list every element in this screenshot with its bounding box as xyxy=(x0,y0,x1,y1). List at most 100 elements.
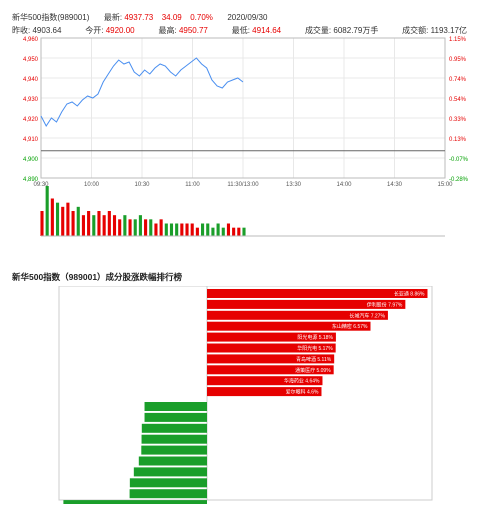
volume-group: 成交量: 6082.79万手 xyxy=(305,25,378,36)
prev-close-group: 昨收: 4903.64 xyxy=(12,25,61,36)
y-tick-label-right: 0.13% xyxy=(449,137,467,143)
ranking-bar-label: 华阳光电 5.17% xyxy=(297,345,333,352)
ranking-bar xyxy=(144,402,207,411)
high-value: 4950.77 xyxy=(178,26,208,35)
ranking-bar xyxy=(207,332,336,342)
ranking-frame xyxy=(58,286,433,501)
ranking-bar-label: 长亚通 8.86% xyxy=(394,291,425,298)
volume-bar xyxy=(76,206,80,236)
ranking-bar-label: 亚光集团 -3.11% xyxy=(210,491,247,498)
change-pct: 0.70% xyxy=(190,13,213,22)
volume-bar xyxy=(216,223,220,236)
high-group: 最高: 4950.77 xyxy=(158,25,207,36)
volume-bar xyxy=(242,227,246,236)
ranking-bar-label: 贵州茅台 -2.51% xyxy=(210,414,248,421)
ranking-bar xyxy=(207,310,388,320)
x-tick-label: 11:00 xyxy=(185,182,200,188)
y-tick-label-right: 0.33% xyxy=(449,117,467,123)
volume-bar xyxy=(221,227,225,236)
ranking-bar-label: 伊利股份 7.97% xyxy=(367,301,403,308)
ranking-bar-label: 宁波银行 -2.62% xyxy=(210,425,248,432)
y-tick-label-left: 4,920 xyxy=(23,117,39,123)
volume-bar xyxy=(144,219,148,236)
y-tick-label-right: 0.54% xyxy=(449,97,467,103)
x-tick-label: 10:00 xyxy=(84,182,100,188)
volume-bar xyxy=(45,186,49,236)
y-tick-label-right: -0.07% xyxy=(449,157,469,163)
ranking-chart: 长亚通 8.86% 伊利股份 7.97% 长城汽车 7.27% 东山精密 6.57% 阳… xyxy=(58,286,433,504)
volume-label: 成交量: xyxy=(304,26,332,35)
ranking-bar-label: 长城汽车 7.27% xyxy=(349,312,385,319)
volume-bar xyxy=(40,211,44,236)
y-tick-label-right: 0.95% xyxy=(449,57,467,63)
volume-bar xyxy=(232,227,236,236)
open-group: 今开: 4920.00 xyxy=(85,25,134,36)
ranking-bar xyxy=(63,500,207,504)
volume-bar xyxy=(206,223,210,236)
header-line-2: 昨收: 4903.64 今开: 4920.00 最高: 4950.77 最低: … xyxy=(12,25,467,36)
ranking-bar xyxy=(141,434,207,444)
y-tick-label-left: 4,930 xyxy=(23,97,39,103)
y-tick-label-right: -0.28% xyxy=(449,177,469,183)
plot-frame xyxy=(40,37,446,179)
volume-bar xyxy=(81,215,85,236)
volume-bar xyxy=(87,211,91,236)
x-tick-label: 11:30/13:00 xyxy=(227,182,259,188)
x-tick-label: 15:00 xyxy=(437,182,453,188)
amount-group: 成交额: 1193.17亿 xyxy=(402,25,467,36)
volume-bar xyxy=(118,219,122,236)
prev-close-value: 4903.64 xyxy=(32,26,62,35)
x-tick-label: 13:30 xyxy=(286,182,302,188)
volume-bar xyxy=(50,198,54,236)
volume-bar xyxy=(55,202,60,236)
y-tick-label-left: 4,890 xyxy=(23,177,39,183)
y-tick-label-left: 4,910 xyxy=(23,137,39,143)
y-tick-label-left: 4,960 xyxy=(23,37,39,43)
ranking-bar xyxy=(138,456,207,466)
y-tick-label-left: 4,900 xyxy=(23,157,39,163)
volume-bar xyxy=(102,215,106,236)
ranking-bar-label: 东方电气 -2.74% xyxy=(210,458,248,465)
ranking-bar-label: 阳光电源 5.18% xyxy=(297,334,333,341)
amount-label: 成交额: xyxy=(402,26,429,35)
ranking-bar xyxy=(129,478,207,488)
ranking-bar xyxy=(207,343,336,353)
volume-bar xyxy=(92,215,96,236)
open-label: 今开: xyxy=(85,26,104,35)
volume-value: 6082.79万手 xyxy=(333,26,379,35)
ranking-bar xyxy=(207,289,428,298)
ranking-bar-label: 太平洋 -3.1% xyxy=(210,480,240,487)
volume-bar xyxy=(190,223,194,236)
volume-bar xyxy=(71,211,75,236)
ranking-bar xyxy=(207,321,371,331)
volume-bar xyxy=(138,215,142,236)
x-tick-label: 14:30 xyxy=(387,182,403,188)
ranking-bar-label: 通策医疗 5.09% xyxy=(295,367,331,374)
latest-label: 最新: xyxy=(103,13,123,22)
volume-bar xyxy=(133,219,137,236)
ranking-bar-label: 中航机电 -2.63% xyxy=(210,436,248,443)
volume-bar xyxy=(226,223,231,236)
volume-bar xyxy=(128,219,132,236)
volume-bar xyxy=(169,223,174,236)
volume-bar xyxy=(149,219,153,236)
amount-value: 1193.17亿 xyxy=(430,26,467,35)
quote-date: 2020/09/30 xyxy=(227,13,268,22)
volume-bar xyxy=(201,223,205,236)
y-tick-label-right: 1.15% xyxy=(449,37,467,43)
volume-bar xyxy=(180,223,184,236)
volume-bar xyxy=(237,227,241,236)
ranking-bar xyxy=(207,376,323,386)
ranking-bar xyxy=(144,412,207,422)
ranking-bar-label: 爱尔眼科 4.6% xyxy=(286,389,319,396)
volume-bar xyxy=(195,227,199,236)
volume-bar xyxy=(112,215,117,236)
volume-bar xyxy=(185,223,189,236)
volume-bar xyxy=(154,223,158,236)
latest-value: 4937.73 xyxy=(124,13,154,22)
volume-bar xyxy=(123,215,127,236)
x-tick-label: 09:30 xyxy=(33,182,49,188)
ranking-bar-label: 光启技术 -5.77% xyxy=(210,502,248,504)
volume-bar xyxy=(211,227,215,236)
x-tick-label: 14:00 xyxy=(336,182,352,188)
